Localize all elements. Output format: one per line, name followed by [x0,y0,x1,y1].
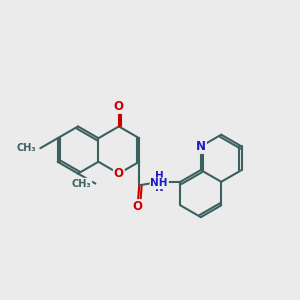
Text: N: N [196,140,206,153]
Text: CH₃: CH₃ [17,143,36,153]
Text: H
N: H N [155,171,164,193]
Text: O: O [114,167,124,180]
Text: O: O [133,200,142,213]
Text: CH₃: CH₃ [72,178,92,189]
Text: O: O [114,100,124,113]
Text: NH: NH [151,178,168,188]
